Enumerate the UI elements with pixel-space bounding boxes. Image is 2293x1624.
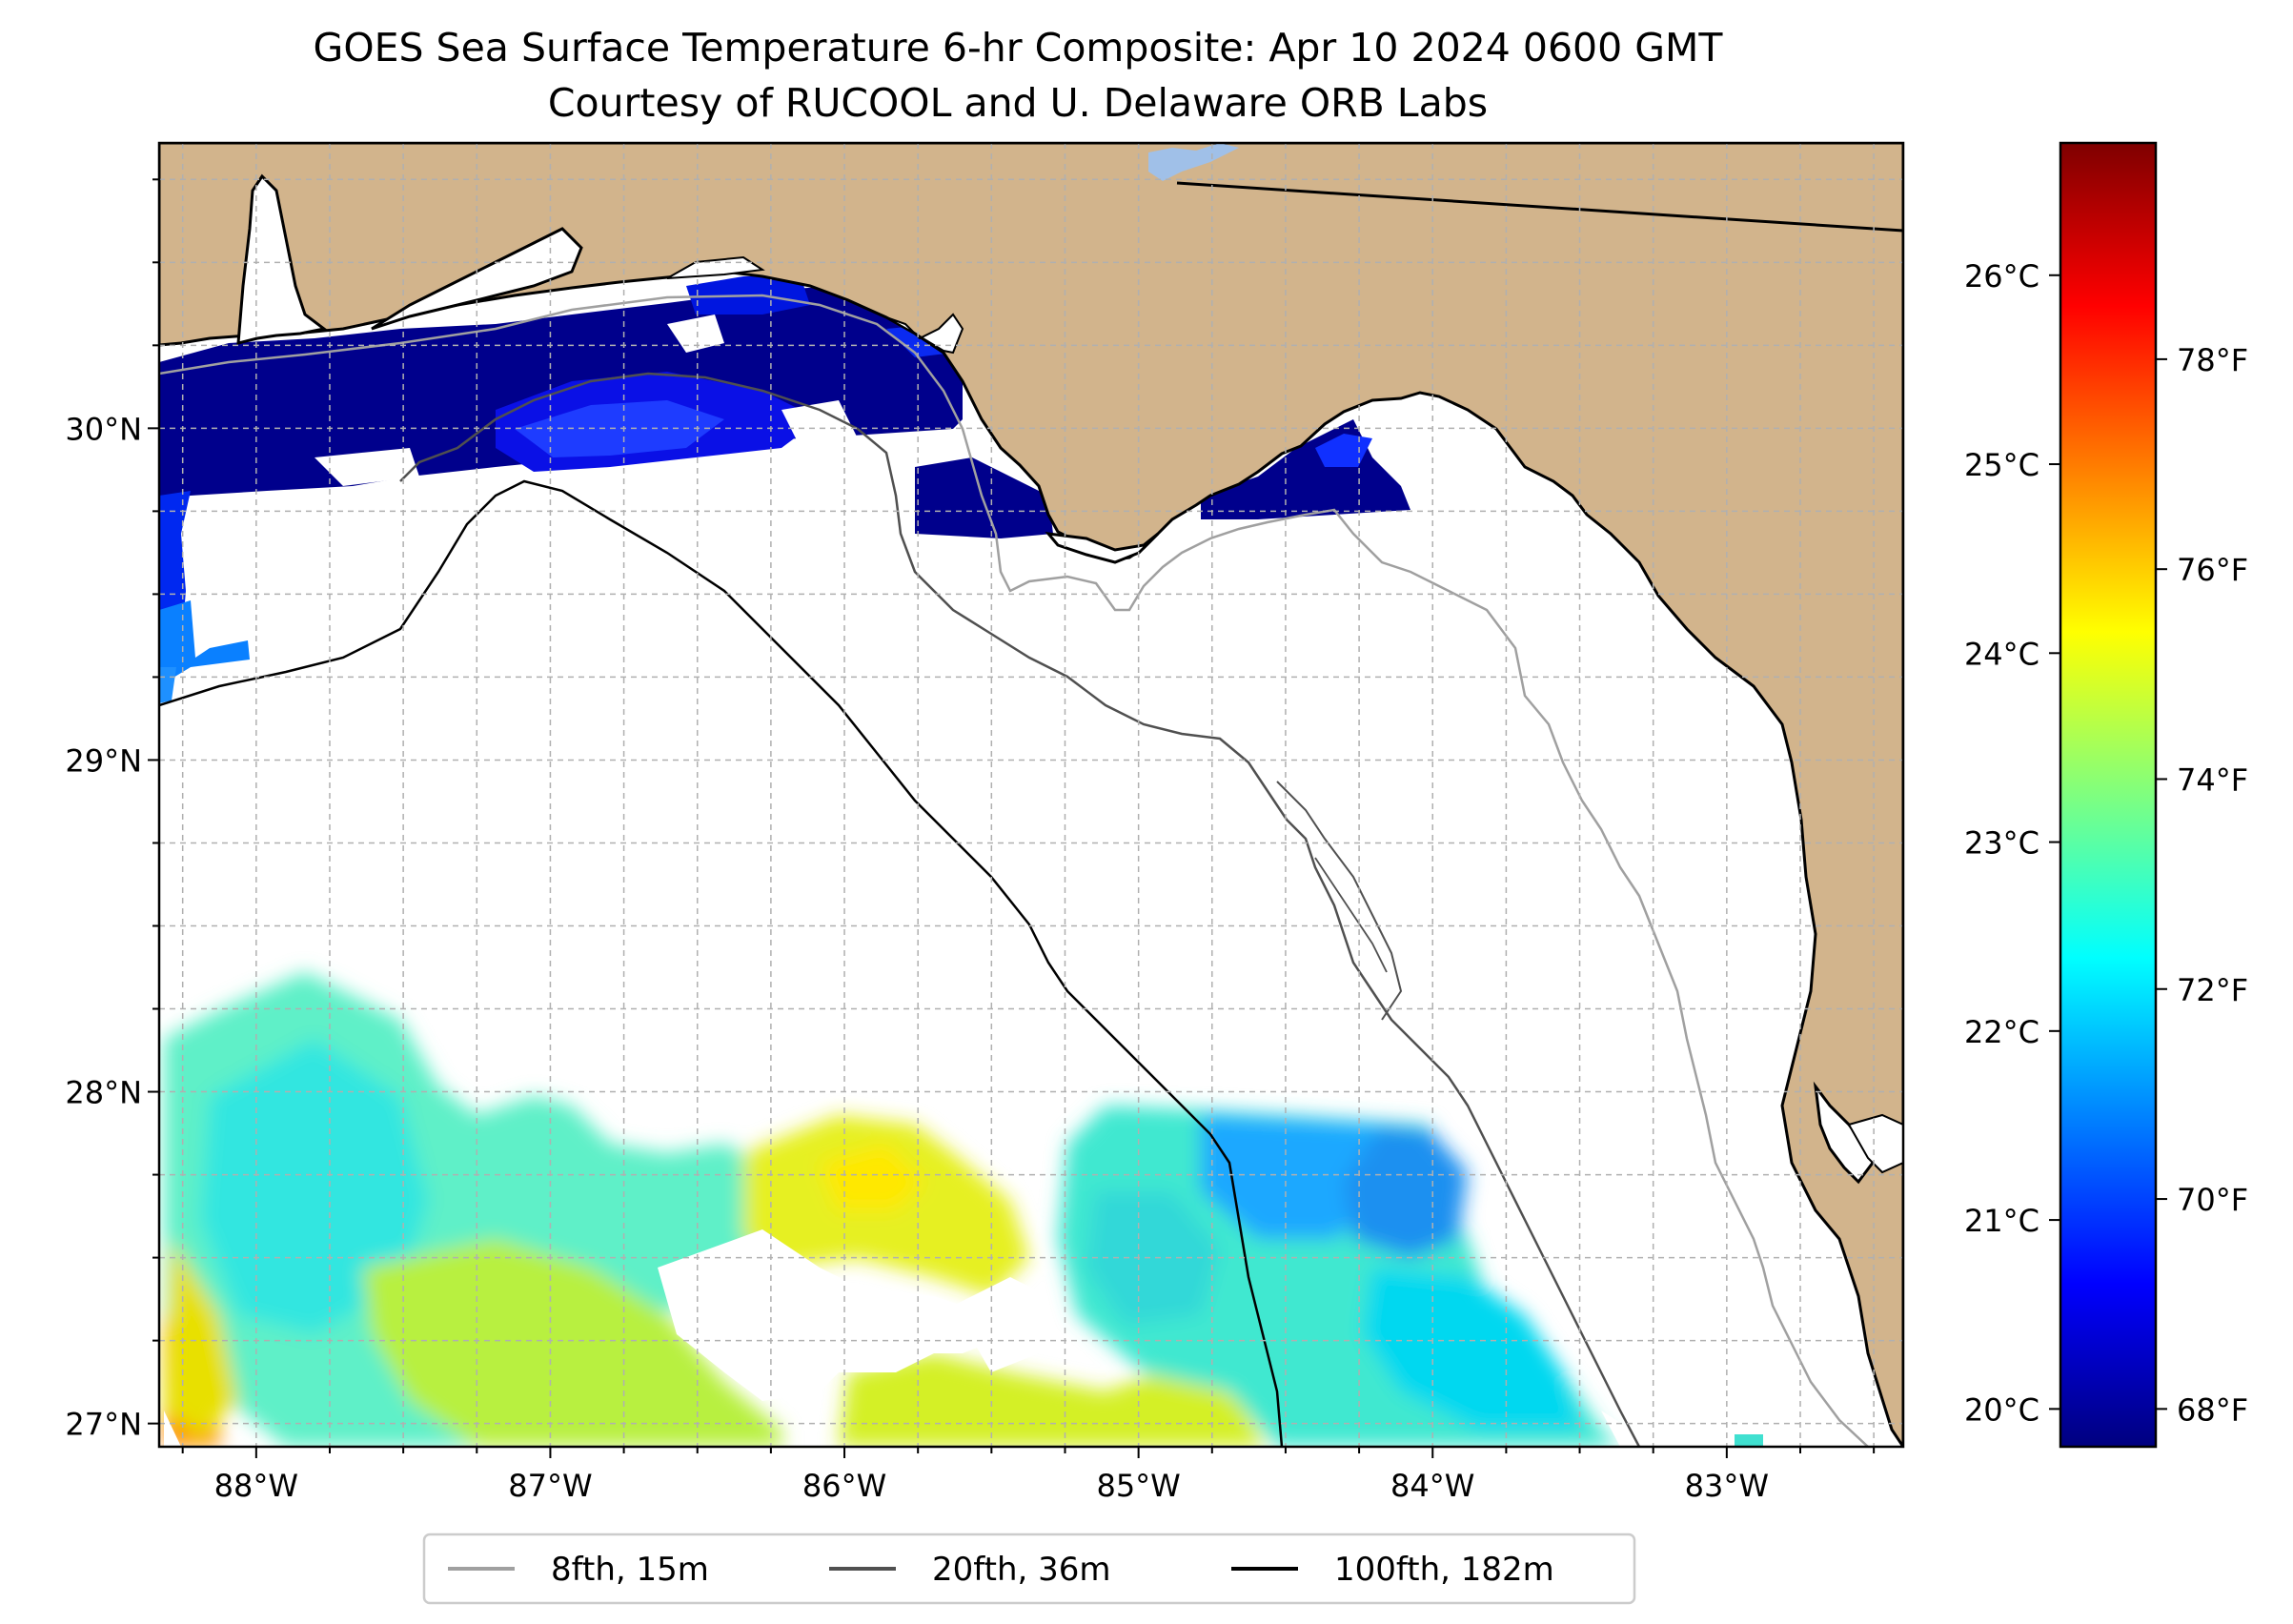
- lon-tick-label: 87°W: [508, 1468, 592, 1504]
- sst-patch-east-eddy: [1086, 1191, 1220, 1325]
- colorbar-fahrenheit-ticks: 78°F 76°F 74°F 72°F 70°F 68°F: [2156, 342, 2248, 1428]
- st-andrew-bay: [885, 313, 964, 355]
- colorbar-frame: [2059, 141, 2158, 1449]
- land-mass: [159, 143, 1903, 1447]
- longitude-labels: 88°W 87°W 86°W 85°W 84°W 83°W: [214, 1468, 1769, 1504]
- fahrenheit-tick-label: 68°F: [2177, 1391, 2248, 1428]
- north-gap-1: [667, 315, 724, 353]
- fahrenheit-tick-label: 74°F: [2177, 761, 2248, 798]
- contour-182m: [159, 479, 1284, 1447]
- colorbar-celsius-ticks: 26°C 25°C 24°C 23°C 22°C 21°C 20°C: [1964, 258, 2060, 1428]
- cloud-gap-sw: [164, 1411, 181, 1447]
- legend-label: 20fth, 36m: [932, 1551, 1111, 1589]
- west-edge-lightest: [159, 667, 176, 703]
- sst-west-edge: [159, 491, 250, 703]
- figure-subtitle: Courtesy of RUCOOL and U. Delaware ORB L…: [548, 80, 1488, 126]
- lon-tick-label: 84°W: [1390, 1468, 1474, 1504]
- celsius-tick-label: 24°C: [1964, 636, 2039, 672]
- celsius-tick-label: 20°C: [1964, 1391, 2039, 1428]
- map-frame: [157, 141, 1905, 1449]
- contour-legend: 8fth, 15m 20fth, 36m 100fth, 182m: [422, 1533, 1636, 1605]
- cloud-gap-central-east: [953, 1277, 1048, 1372]
- lon-tick-label: 86°W: [802, 1468, 886, 1504]
- colorbar: 26°C 25°C 24°C 23°C 22°C 21°C 20°C 78°F 76°F 74°…: [1964, 141, 2248, 1449]
- celsius-tick-label: 21°C: [1964, 1203, 2039, 1239]
- sst-south-field: [164, 972, 1620, 1447]
- celsius-tick-label: 22°C: [1964, 1014, 2039, 1050]
- celsius-tick-label: 26°C: [1964, 258, 2039, 294]
- lat-tick-label: 29°N: [65, 742, 142, 779]
- contour-36m: [399, 372, 1641, 1447]
- cold-patch-bigbend-light: [1315, 434, 1372, 467]
- map-ticks: [148, 178, 1876, 1458]
- lat-tick-label: 28°N: [65, 1075, 142, 1111]
- cold-band-core-light: [515, 400, 724, 457]
- tampa-bay-east: [1847, 1113, 1903, 1174]
- lon-tick-label: 85°W: [1096, 1468, 1180, 1504]
- cloud-gap-central: [658, 1229, 1010, 1401]
- north-band-gaps: [315, 315, 858, 486]
- contour-15m: [159, 294, 1869, 1447]
- legend-items: 8fth, 15m 20fth, 36m 100fth, 182m: [448, 1551, 1554, 1589]
- lat-tick-label: 30°N: [65, 411, 142, 447]
- colorbar-gradient: [2060, 143, 2156, 1447]
- sst-patch-east-deep-blue: [1344, 1125, 1468, 1258]
- bathymetry-contours: [159, 294, 1869, 1447]
- lon-tick-label: 83°W: [1685, 1468, 1769, 1504]
- map-panel: [159, 143, 1903, 1447]
- map-gridlines: [159, 143, 1903, 1447]
- sst-north-field: [159, 276, 1410, 538]
- tampa-bay: [1813, 1081, 1875, 1185]
- state-border: [1176, 181, 1903, 233]
- fahrenheit-tick-label: 70°F: [2177, 1182, 2248, 1218]
- north-gap-2: [315, 448, 419, 486]
- fahrenheit-tick-label: 76°F: [2177, 552, 2248, 588]
- lat-tick-label: 27°N: [65, 1407, 142, 1443]
- sst-patch-south-green: [362, 1239, 781, 1447]
- celsius-tick-label: 23°C: [1964, 825, 2039, 862]
- contour-36m-islands: [1276, 781, 1403, 1021]
- latitude-labels: 30°N 29°N 28°N 27°N: [65, 411, 142, 1442]
- west-edge-light: [159, 600, 250, 686]
- sst-patch-central-warm: [820, 1144, 924, 1210]
- celsius-tick-label: 25°C: [1964, 447, 2039, 483]
- figure-title: GOES Sea Surface Temperature 6-hr Compos…: [314, 25, 1724, 71]
- pensacola-bay: [371, 227, 583, 331]
- north-gap-3: [781, 400, 858, 448]
- inland-lake: [1148, 143, 1239, 181]
- cold-patch-apalachicola-west: [915, 457, 1053, 538]
- sst-patch-southeast-cyan: [1363, 1268, 1582, 1430]
- sst-patch-far-southeast: [1735, 1434, 1763, 1447]
- fahrenheit-tick-label: 78°F: [2177, 342, 2248, 378]
- legend-label: 100fth, 182m: [1334, 1551, 1554, 1589]
- fahrenheit-tick-label: 72°F: [2177, 972, 2248, 1008]
- legend-label: 8fth, 15m: [551, 1551, 709, 1589]
- apalachicola-bay: [1045, 532, 1160, 564]
- contour-36m-islands-2: [1314, 857, 1388, 973]
- legend-box: [422, 1533, 1636, 1605]
- sst-patch-west-cool: [200, 1039, 429, 1334]
- lon-tick-label: 88°W: [214, 1468, 298, 1504]
